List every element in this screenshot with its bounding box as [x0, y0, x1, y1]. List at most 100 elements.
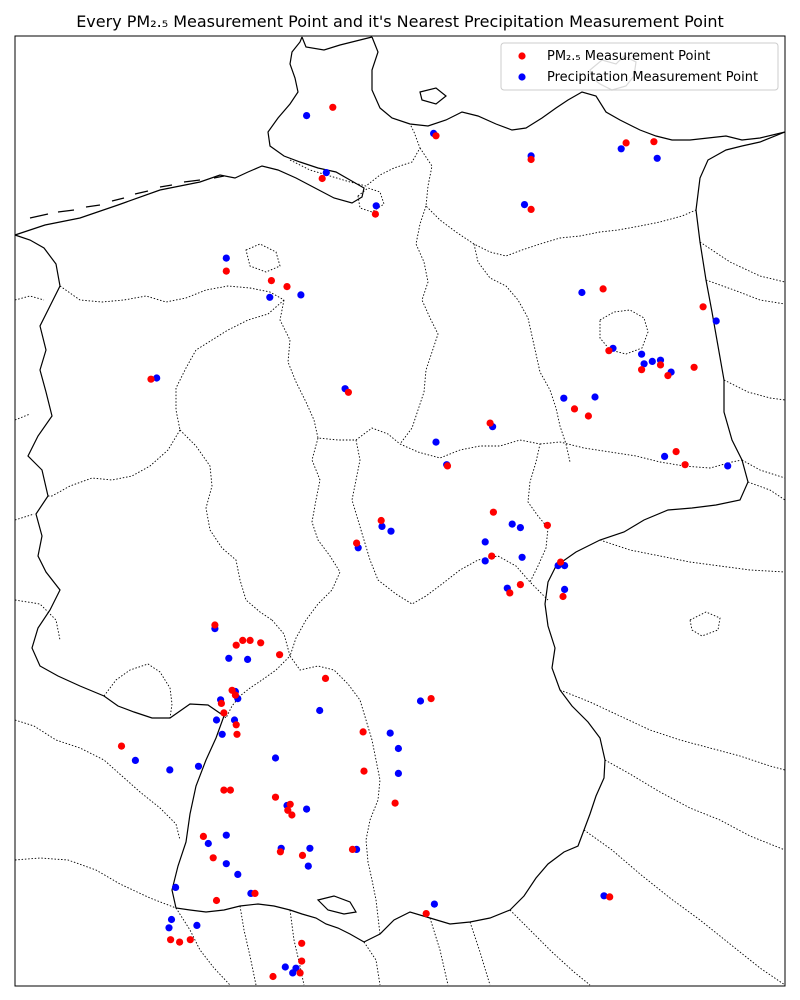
precipitation-point-11 — [266, 293, 274, 301]
pm25-point-70 — [176, 938, 184, 946]
pm25-point-53 — [220, 786, 228, 794]
state-border-saarland — [103, 663, 173, 719]
neighbor-borders-west — [14, 295, 305, 986]
precipitation-point-26 — [661, 452, 669, 460]
fehmarn-island — [419, 87, 447, 105]
precipitation-point-25 — [591, 393, 599, 401]
precipitation-point-28 — [378, 522, 386, 531]
state-border-lower-saxony-east — [399, 205, 439, 445]
pm25-point-44 — [217, 699, 225, 708]
pm25-point-37 — [239, 636, 247, 645]
pm25-point-64 — [251, 889, 259, 898]
pm25-point-47 — [233, 730, 241, 738]
precipitation-point-0 — [303, 112, 311, 120]
precipitation-point-75 — [165, 924, 173, 932]
pm25-point-61 — [276, 848, 284, 856]
precipitation-point-61 — [303, 805, 311, 813]
germany-national-border — [14, 36, 786, 943]
pm25-point-4 — [527, 155, 535, 164]
precipitation-point-71 — [222, 860, 230, 868]
pm25-point-8 — [599, 285, 607, 293]
pm25-point-58 — [391, 799, 399, 807]
precipitation-point-66 — [167, 915, 176, 924]
state-border-nrw — [48, 285, 285, 497]
precipitation-point-19 — [153, 374, 161, 382]
precipitation-point-60 — [222, 831, 230, 839]
precipitation-point-8 — [578, 288, 586, 297]
precipitation-point-16 — [640, 360, 648, 368]
precipitation-point-64 — [304, 862, 312, 870]
pm25-point-14 — [664, 372, 672, 380]
precipitation-point-70 — [234, 870, 242, 879]
legend-label-precipitation: Precipitation Measurement Point — [547, 70, 758, 85]
pm25-point-38 — [246, 636, 254, 645]
legend-box — [500, 42, 779, 91]
neighbor-borders-south — [363, 909, 591, 986]
pm25-point-15 — [690, 363, 698, 371]
pm25-point-46 — [232, 721, 240, 729]
pm25-point-1 — [432, 132, 440, 140]
precipitation-point-51 — [194, 762, 203, 770]
pm25-point-3 — [371, 210, 379, 218]
precipitation-point-30 — [508, 520, 516, 528]
pm25-point-48 — [117, 742, 126, 750]
state-border-hesse-bavaria — [289, 437, 381, 935]
precipitation-point-18 — [638, 350, 646, 358]
baltic-coastline — [371, 36, 786, 141]
pm25-point-11 — [267, 277, 275, 285]
precipitation-point-54 — [386, 729, 394, 737]
precipitation-point-74 — [600, 892, 608, 900]
legend-label-pm25: PM₂.₅ Measurement Point — [547, 49, 710, 64]
pm25-point-39 — [257, 639, 265, 647]
pm25-point-10 — [222, 267, 230, 275]
precipitation-point-34 — [481, 557, 489, 565]
precipitation-point-49 — [131, 756, 139, 765]
pm25-point-41 — [321, 674, 330, 683]
state-border-mecklenburg — [419, 147, 697, 257]
precipitation-point-73 — [430, 900, 438, 908]
pm25-point-50 — [359, 728, 367, 736]
precipitation-point-7 — [653, 154, 661, 162]
precipitation-point-56 — [394, 744, 402, 753]
precipitation-point-59 — [204, 839, 212, 848]
precipitation-point-37 — [561, 585, 569, 594]
state-border-brandenburg-sachsen-anhalt — [473, 243, 571, 463]
precipitation-point-39 — [518, 553, 526, 561]
state-border-hesse — [175, 299, 401, 445]
pm25-point-18 — [147, 375, 155, 383]
state-border-berlin — [599, 309, 649, 355]
precipitation-point-55 — [316, 706, 324, 715]
precipitation-point-10 — [222, 254, 230, 262]
precipitation-point-53 — [416, 697, 425, 705]
pm25-point-49 — [427, 695, 435, 703]
pm25-point-27 — [489, 508, 497, 516]
pm25-point-31 — [557, 558, 565, 566]
precipitation-point-77 — [289, 969, 297, 977]
pm25-point-43 — [231, 691, 239, 699]
state-border-baden-wuerttemberg-north — [223, 619, 291, 719]
pm25-point-17 — [638, 366, 646, 374]
precipitation-point-48 — [218, 730, 226, 738]
pm25-point-67 — [606, 893, 614, 901]
pm25-point-71 — [298, 957, 306, 965]
precipitation-point-32 — [516, 524, 525, 532]
precipitation-point-27 — [724, 462, 732, 470]
precipitation-point-68 — [193, 921, 201, 930]
precipitation-point-24 — [560, 394, 568, 402]
pm25-point-29 — [353, 539, 361, 547]
pm25-point-63 — [348, 845, 357, 854]
state-border-saxony-north — [539, 441, 743, 469]
precipitation-point-31 — [481, 538, 489, 546]
precipitation-point-12 — [297, 291, 305, 299]
measurement-points — [117, 103, 732, 981]
pm25-point-22 — [570, 405, 579, 413]
pm25-point-21 — [443, 462, 452, 470]
pm25-point-7 — [650, 138, 658, 146]
precipitation-point-42 — [244, 655, 252, 664]
precipitation-point-47 — [212, 716, 221, 724]
precipitation-point-15 — [648, 357, 656, 365]
state-border-rhineland-hesse — [179, 429, 273, 621]
precipitation-point-57 — [394, 769, 402, 778]
state-border-saxony-anhalt-thuringia — [399, 439, 549, 583]
pm25-point-32 — [516, 581, 525, 589]
